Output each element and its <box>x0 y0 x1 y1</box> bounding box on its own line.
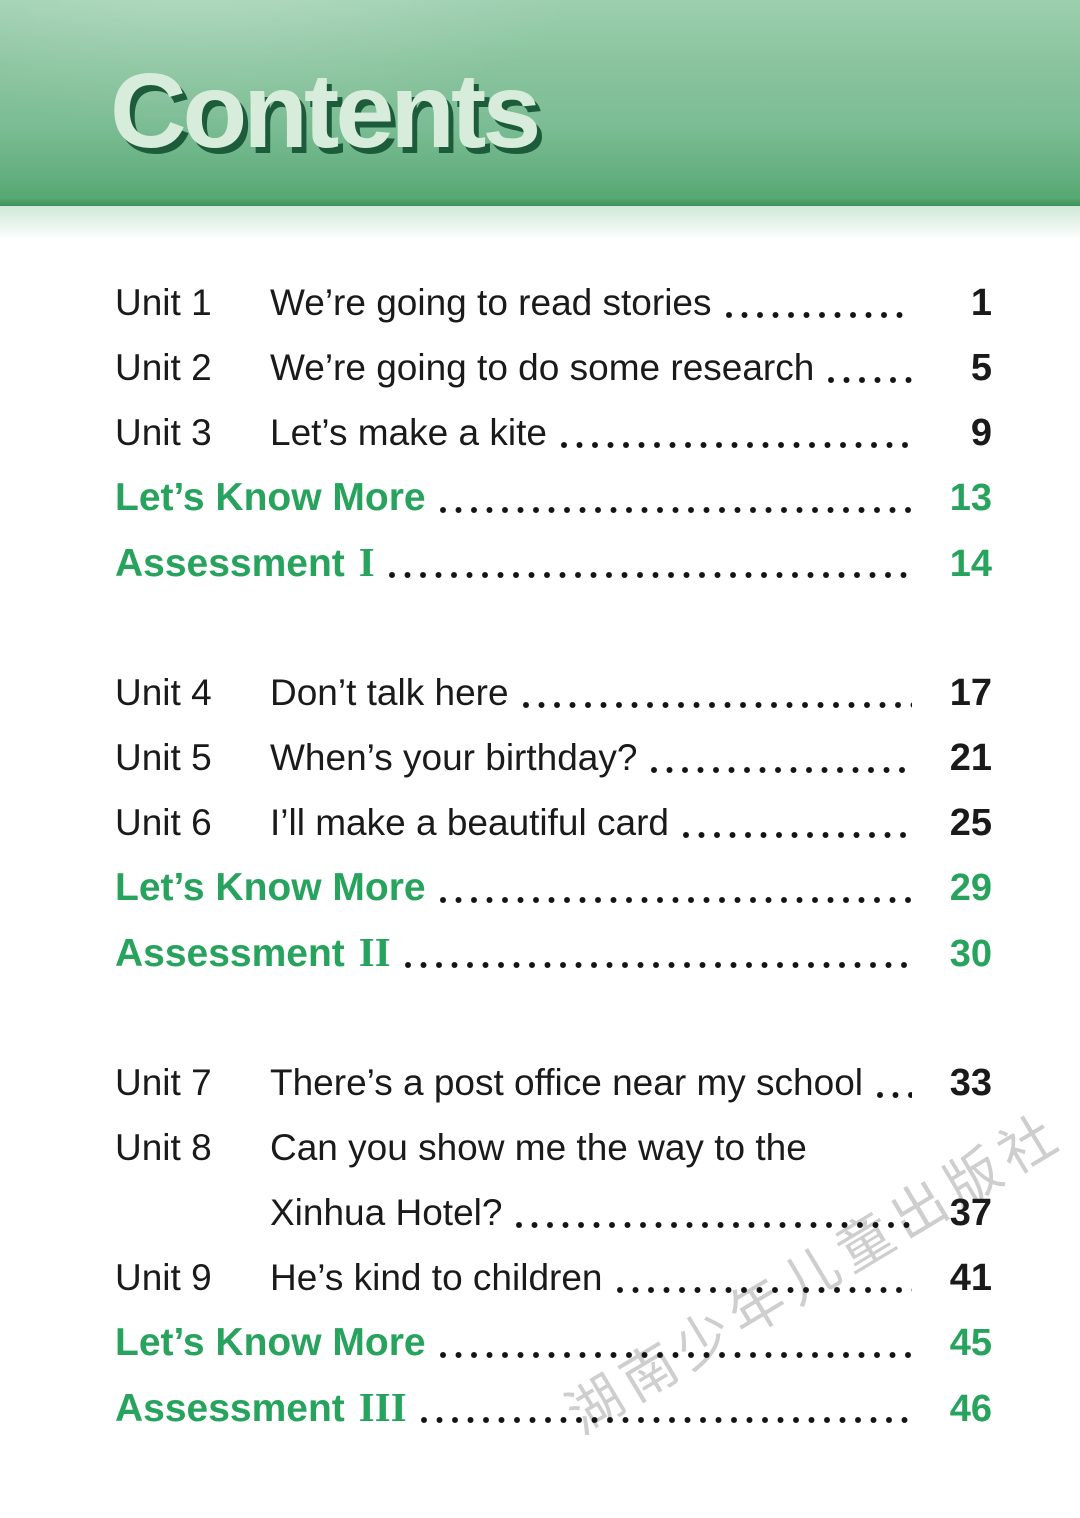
entry-title: Let’s Know More <box>115 476 426 519</box>
dot-leader <box>387 530 913 595</box>
page-number: 21 <box>949 737 992 779</box>
page-number: 25 <box>949 802 992 844</box>
toc-row: Unit 1 We’re going to read stories 1 <box>115 270 992 335</box>
entry-title: There’s a post office near my school <box>270 1062 863 1103</box>
dot-leader <box>419 1375 913 1440</box>
entry-title: When’s your birthday? <box>270 737 638 778</box>
dot-leader <box>403 920 913 985</box>
dot-leader <box>438 855 913 920</box>
toc-row: Unit 7 There’s a post office near my sch… <box>115 1050 992 1115</box>
entry-title: Let’s make a kite <box>270 412 547 453</box>
entry-title: Let’s Know More <box>115 866 426 909</box>
page-number: 5 <box>970 347 992 389</box>
toc-row: Unit 8 Can you show me the way to the <box>115 1115 992 1180</box>
entry-title: Let’s Know More <box>115 1321 426 1364</box>
entry-title: Don’t talk here <box>270 672 509 713</box>
unit-label: Unit 3 <box>115 412 212 453</box>
page-number: 46 <box>949 1388 992 1430</box>
toc-row: Unit 5 When’s your birthday? 21 <box>115 725 992 790</box>
page-number: 37 <box>949 1192 992 1234</box>
assessment-numeral: I <box>358 539 375 585</box>
entry-title: He’s kind to children <box>270 1257 603 1298</box>
entry-title: Assessment <box>115 542 345 585</box>
page-number: 17 <box>949 672 992 714</box>
toc-row: Assessment I 14 <box>115 530 992 595</box>
unit-label: Unit 4 <box>115 672 212 713</box>
entry-title: Assessment <box>115 1387 345 1430</box>
entry-title: We’re going to read stories <box>270 282 712 323</box>
page-number: 9 <box>970 412 992 454</box>
dot-leader <box>514 1180 912 1245</box>
page-number: 33 <box>949 1062 992 1104</box>
toc-row: Let’s Know More 29 <box>115 855 992 920</box>
unit-label: Unit 9 <box>115 1257 212 1298</box>
unit-label: Unit 5 <box>115 737 212 778</box>
entry-title: Xinhua Hotel? <box>270 1192 503 1233</box>
toc-row: Unit 3 Let’s make a kite 9 <box>115 400 992 465</box>
unit-label: Unit 1 <box>115 282 212 323</box>
dot-leader <box>826 335 912 400</box>
toc-row: Assessment III 46 <box>115 1375 992 1440</box>
assessment-numeral: II <box>358 929 391 975</box>
toc-section: Unit 1 We’re going to read stories 1 Uni… <box>115 270 992 595</box>
toc-list: Unit 1 We’re going to read stories 1 Uni… <box>0 240 1080 1440</box>
dot-leader <box>681 790 913 855</box>
toc-section: Unit 4 Don’t talk here 17 Unit 5 When’s … <box>115 660 992 985</box>
toc-row: Let’s Know More 45 <box>115 1310 992 1375</box>
page-number: 45 <box>949 1322 992 1364</box>
entry-title: We’re going to do some research <box>270 347 815 388</box>
dot-leader <box>521 660 913 725</box>
entry-title: I’ll make a beautiful card <box>270 802 669 843</box>
toc-row: Unit 4 Don’t talk here 17 <box>115 660 992 725</box>
dot-leader <box>559 400 913 465</box>
unit-label: Unit 7 <box>115 1062 212 1103</box>
assessment-numeral: III <box>358 1384 407 1430</box>
page-title: Contents <box>110 52 541 170</box>
dot-leader <box>615 1245 913 1310</box>
unit-label: Unit 8 <box>115 1127 212 1168</box>
toc-row: Unit 2 We’re going to do some research 5 <box>115 335 992 400</box>
toc-section: Unit 7 There’s a post office near my sch… <box>115 1050 992 1440</box>
dot-leader <box>438 465 913 530</box>
dot-leader <box>438 1310 913 1375</box>
toc-row: Unit 9 He’s kind to children 41 <box>115 1245 992 1310</box>
toc-row: Assessment II 30 <box>115 920 992 985</box>
toc-row: Let’s Know More 13 <box>115 465 992 530</box>
entry-title: Can you show me the way to the <box>270 1127 807 1168</box>
dot-leader <box>724 270 913 335</box>
toc-row: Unit 6 I’ll make a beautiful card 25 <box>115 790 992 855</box>
header-band: Contents <box>0 0 1080 206</box>
entry-title: Assessment <box>115 932 345 975</box>
page-number: 14 <box>949 543 992 585</box>
page-number: 13 <box>949 477 992 519</box>
header-band-fade <box>0 206 1080 240</box>
unit-label: Unit 6 <box>115 802 212 843</box>
dot-leader <box>649 725 912 790</box>
page-number: 41 <box>949 1257 992 1299</box>
page-number: 1 <box>970 282 992 324</box>
dot-leader <box>875 1050 912 1115</box>
toc-row: Xinhua Hotel? 37 <box>115 1180 992 1245</box>
page-number: 29 <box>949 867 992 909</box>
unit-label: Unit 2 <box>115 347 212 388</box>
page-number: 30 <box>949 933 992 975</box>
